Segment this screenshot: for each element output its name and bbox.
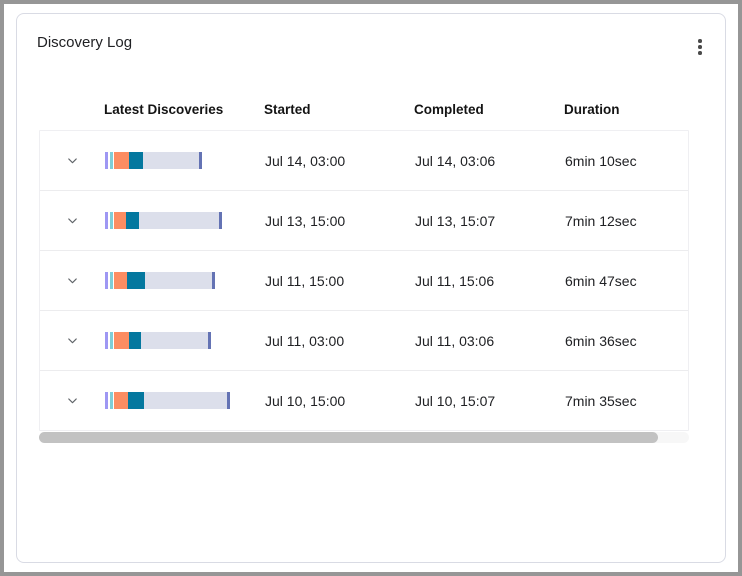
bar-segment-gap: [113, 212, 114, 229]
column-header-started: Started: [264, 102, 311, 117]
bar-segment-gap: [108, 152, 110, 169]
bar-segment-orange: [114, 212, 126, 229]
bar-segment-teal_light: [110, 272, 113, 289]
bar-segment-end_cap: [219, 212, 222, 229]
bar-segment-purple: [105, 212, 108, 229]
bar-segment-purple: [105, 272, 108, 289]
bar-segment-gap: [108, 392, 110, 409]
bar-segment-end_cap: [212, 272, 215, 289]
horizontal-scrollbar[interactable]: [39, 432, 689, 443]
scrollbar-thumb[interactable]: [39, 432, 658, 443]
bar-segment-lavender: [141, 332, 208, 349]
bar-segment-gap: [108, 332, 110, 349]
chevron-down-icon[interactable]: [63, 391, 82, 410]
kebab-dot: [698, 39, 702, 43]
bar-segment-gap: [108, 272, 110, 289]
bar-segment-teal_dark: [129, 332, 141, 349]
duration-cell: 6min 36sec: [565, 332, 637, 349]
card-header: Discovery Log: [17, 14, 725, 62]
discovery-duration-bar: [105, 152, 265, 169]
bar-segment-orange: [114, 272, 127, 289]
chevron-down-icon[interactable]: [63, 211, 82, 230]
table-row: Jul 11, 15:00 Jul 11, 15:06 6min 47sec: [40, 251, 688, 311]
discovery-table: Latest Discoveries Started Completed Dur…: [39, 102, 689, 431]
column-header-expand: [39, 102, 104, 117]
kebab-dot: [698, 51, 702, 55]
discovery-duration-bar: [105, 272, 265, 289]
bar-segment-gap: [113, 332, 114, 349]
completed-cell: Jul 14, 03:06: [415, 152, 496, 169]
kebab-dot: [698, 45, 702, 49]
bar-segment-teal_light: [110, 392, 113, 409]
completed-cell: Jul 13, 15:07: [415, 212, 496, 229]
completed-cell: Jul 11, 15:06: [415, 272, 495, 289]
duration-cell: 6min 10sec: [565, 152, 637, 169]
completed-cell: Jul 10, 15:07: [415, 392, 496, 409]
bar-segment-teal_dark: [126, 212, 139, 229]
column-header-latest-discoveries: Latest Discoveries: [104, 102, 224, 117]
bar-segment-gap: [113, 272, 114, 289]
bar-segment-orange: [114, 332, 129, 349]
bar-segment-lavender: [144, 392, 227, 409]
column-header-duration: Duration: [564, 102, 620, 117]
chevron-down-icon[interactable]: [63, 271, 82, 290]
chevron-down-icon[interactable]: [63, 151, 82, 170]
discovery-duration-bar: [105, 392, 265, 409]
started-cell: Jul 14, 03:00: [265, 152, 346, 169]
column-header-completed: Completed: [414, 102, 484, 117]
chevron-down-icon[interactable]: [63, 331, 82, 350]
bar-segment-gap: [113, 392, 114, 409]
bar-segment-teal_light: [110, 212, 113, 229]
bar-segment-lavender: [139, 212, 219, 229]
bar-segment-teal_light: [110, 332, 113, 349]
bar-segment-end_cap: [208, 332, 211, 349]
table-row: Jul 13, 15:00 Jul 13, 15:07 7min 12sec: [40, 191, 688, 251]
bar-segment-orange: [114, 392, 128, 409]
table-header-row: Latest Discoveries Started Completed Dur…: [39, 102, 689, 130]
bar-segment-gap: [113, 152, 114, 169]
started-cell: Jul 11, 03:00: [265, 332, 345, 349]
duration-cell: 6min 47sec: [565, 272, 637, 289]
bar-segment-purple: [105, 332, 108, 349]
bar-segment-teal_dark: [127, 272, 145, 289]
bar-segment-orange: [114, 152, 129, 169]
started-cell: Jul 10, 15:00: [265, 392, 346, 409]
duration-cell: 7min 35sec: [565, 392, 637, 409]
bar-segment-lavender: [143, 152, 199, 169]
discovery-duration-bar: [105, 332, 265, 349]
bar-segment-purple: [105, 152, 108, 169]
bar-segment-teal_dark: [129, 152, 143, 169]
bar-segment-gap: [108, 212, 110, 229]
duration-cell: 7min 12sec: [565, 212, 637, 229]
page-title: Discovery Log: [37, 34, 133, 51]
bar-segment-teal_light: [110, 152, 113, 169]
table-row: Jul 10, 15:00 Jul 10, 15:07 7min 35sec: [40, 371, 688, 430]
bar-segment-end_cap: [227, 392, 230, 409]
kebab-menu-icon[interactable]: [685, 32, 715, 62]
bar-segment-purple: [105, 392, 108, 409]
table-row: Jul 11, 03:00 Jul 11, 03:06 6min 36sec: [40, 311, 688, 371]
discovery-log-card: Discovery Log Latest Discoveries Started…: [16, 13, 726, 563]
bar-segment-end_cap: [199, 152, 202, 169]
table-row: Jul 14, 03:00 Jul 14, 03:06 6min 10sec: [40, 131, 688, 191]
started-cell: Jul 11, 15:00: [265, 272, 345, 289]
bar-segment-teal_dark: [128, 392, 144, 409]
started-cell: Jul 13, 15:00: [265, 212, 346, 229]
completed-cell: Jul 11, 03:06: [415, 332, 495, 349]
table-body: Jul 14, 03:00 Jul 14, 03:06 6min 10sec J…: [39, 130, 689, 431]
discovery-duration-bar: [105, 212, 265, 229]
bar-segment-lavender: [145, 272, 212, 289]
